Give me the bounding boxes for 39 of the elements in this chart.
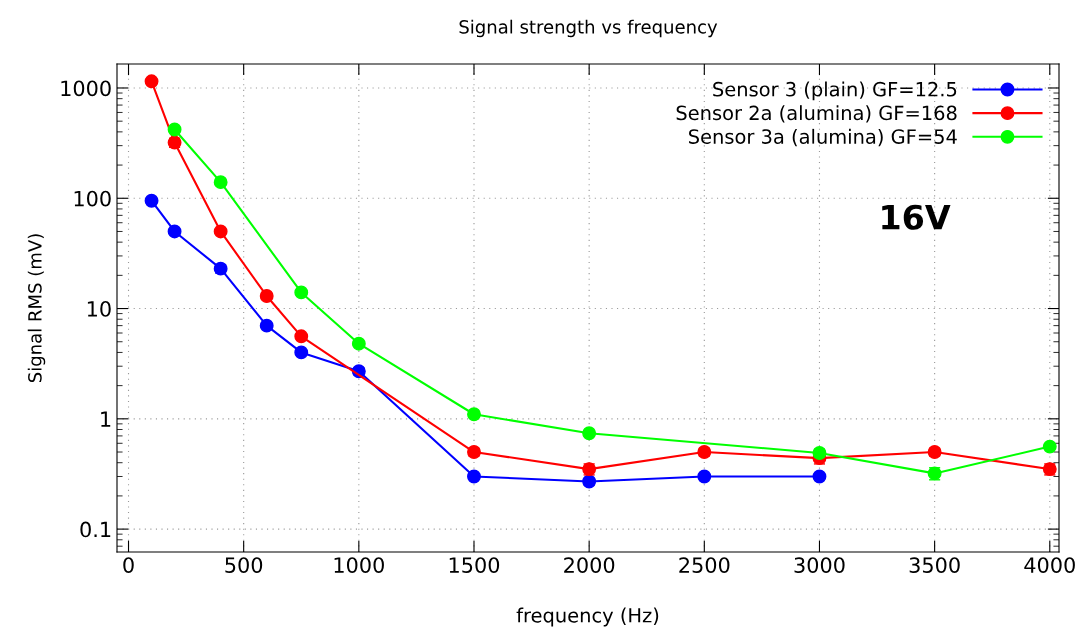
legend-label: Sensor 2a (alumina) GF=168 xyxy=(676,105,957,123)
point xyxy=(812,469,827,484)
point xyxy=(259,289,274,303)
point xyxy=(467,469,481,484)
legend-label: Sensor 3a (alumina) GF=54 xyxy=(689,128,957,147)
y-tick-label: 10 xyxy=(87,301,111,317)
point xyxy=(294,285,309,300)
y-tick-label: 0.1 xyxy=(80,521,111,538)
y-axis-title: Signal RMS (mV) xyxy=(27,234,46,383)
point xyxy=(167,122,182,137)
point xyxy=(1042,439,1057,454)
chart-title: Signal strength vs frequency xyxy=(459,19,718,38)
x-tick-label: 500 xyxy=(225,557,263,573)
x-tick-label: 1500 xyxy=(449,557,500,573)
point xyxy=(582,426,597,441)
x-tick-label: 0 xyxy=(123,557,134,573)
x-tick-label: 1000 xyxy=(334,557,384,573)
x-tick-label: 4000 xyxy=(1024,557,1075,573)
x-tick-label: 2500 xyxy=(679,557,730,573)
point xyxy=(294,345,309,360)
y-tick-label: 1 xyxy=(101,411,111,427)
point xyxy=(213,224,228,239)
x-tick-label: 3000 xyxy=(794,557,845,573)
point xyxy=(144,193,159,208)
point xyxy=(167,224,182,239)
x-tick-label: 2000 xyxy=(564,557,615,573)
point xyxy=(259,318,274,333)
y-tick-label: 100 xyxy=(74,190,111,207)
point xyxy=(351,336,366,351)
x-tick-label: 3500 xyxy=(909,557,960,573)
x-axis-title: frequency (Hz) xyxy=(516,607,659,627)
legend-label: Sensor 3 (plain) GF=12.5 xyxy=(713,81,957,101)
annotation: 16V xyxy=(882,204,951,230)
point xyxy=(697,469,712,484)
point xyxy=(213,175,228,190)
point xyxy=(144,74,159,89)
point xyxy=(294,329,309,344)
y-tick-label: 1000 xyxy=(61,80,111,97)
point xyxy=(467,407,481,422)
